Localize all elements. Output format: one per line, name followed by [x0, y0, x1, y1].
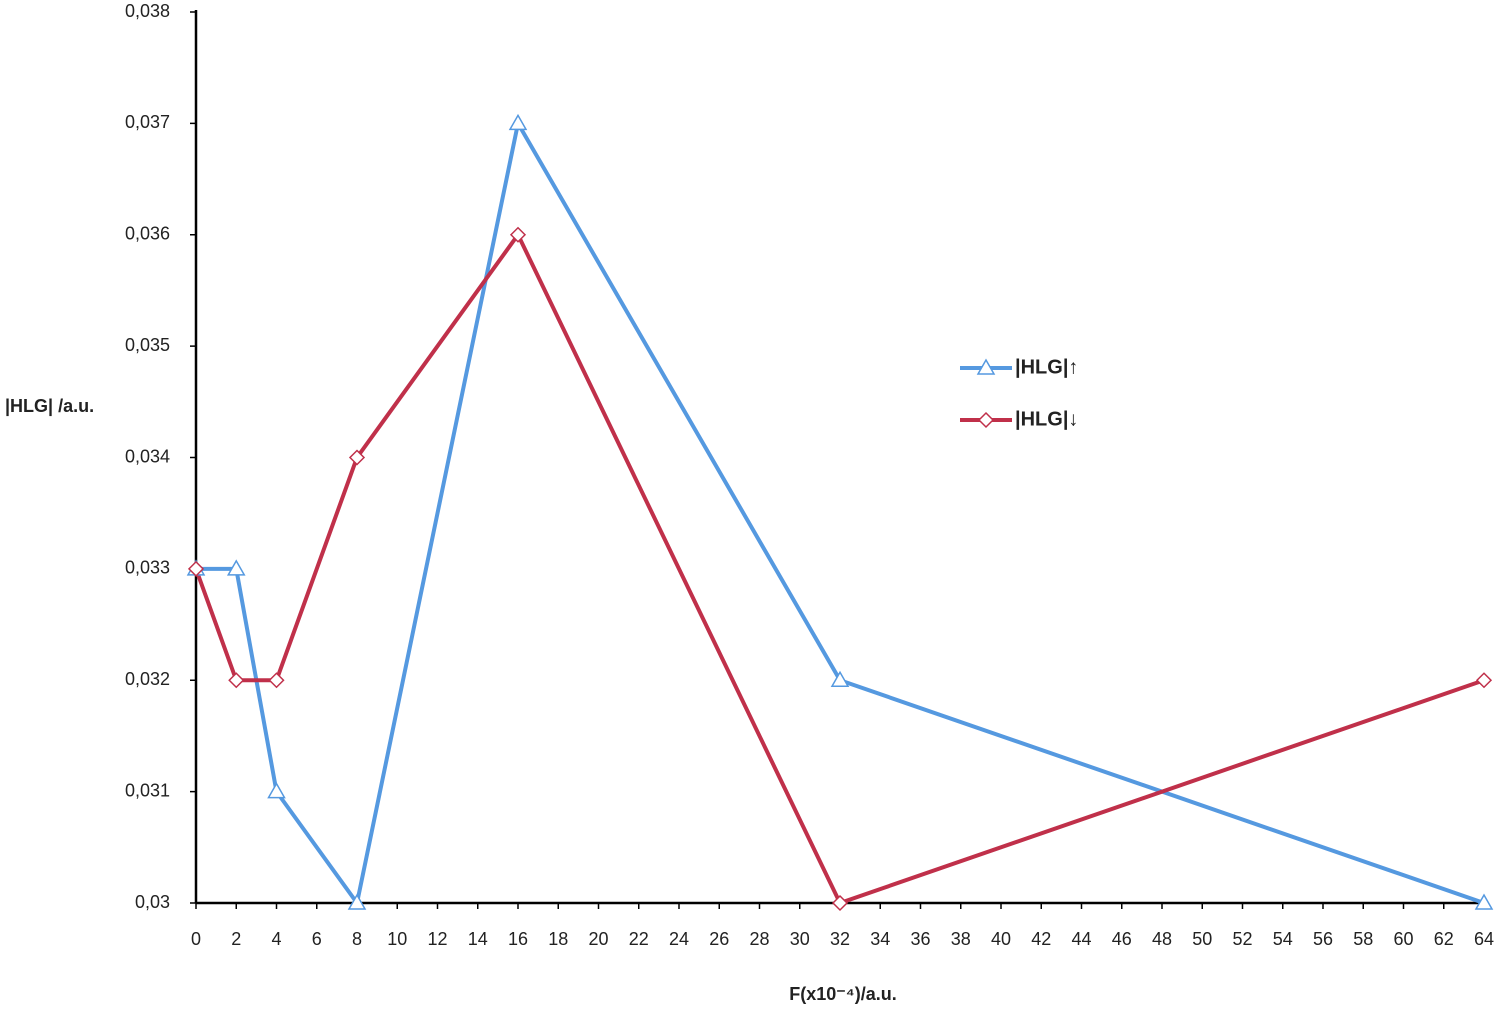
marker [187, 560, 205, 577]
x-tick-label: 6 [312, 929, 322, 949]
marker [347, 893, 367, 910]
x-tick-label: 36 [910, 929, 930, 949]
marker [830, 670, 850, 687]
y-tick-label: 0,036 [125, 224, 170, 244]
x-axis-label: F(x10⁻⁴)/a.u. [789, 984, 896, 1004]
marker [977, 411, 995, 429]
x-tick-label: 42 [1031, 929, 1051, 949]
x-tick-label: 18 [548, 929, 568, 949]
x-tick-label: 58 [1353, 929, 1373, 949]
x-tick-label: 20 [588, 929, 608, 949]
y-tick-label: 0,035 [125, 335, 170, 355]
x-tick-label: 14 [468, 929, 488, 949]
marker [226, 559, 246, 576]
x-tick-label: 22 [629, 929, 649, 949]
y-tick-label: 0,033 [125, 558, 170, 578]
y-axis-label: |HLG| /a.u. [5, 396, 94, 416]
marker [268, 672, 285, 689]
x-tick-label: 48 [1152, 929, 1172, 949]
x-tick-label: 38 [951, 929, 971, 949]
x-tick-label: 8 [352, 929, 362, 949]
marker [348, 449, 366, 466]
x-tick-label: 4 [271, 929, 281, 949]
x-tick-label: 28 [749, 929, 769, 949]
x-tick-label: 62 [1434, 929, 1454, 949]
y-tick-label: 0,03 [135, 892, 170, 912]
series-line [196, 121, 1485, 905]
marker [267, 782, 286, 799]
x-tick-label: 64 [1474, 929, 1494, 949]
marker [1474, 893, 1494, 910]
x-tick-label: 0 [191, 929, 201, 949]
legend-label: |HLG|↑ [1015, 356, 1078, 378]
x-tick-label: 32 [830, 929, 850, 949]
x-tick-label: 60 [1393, 929, 1413, 949]
marker [1475, 672, 1493, 689]
y-tick-label: 0,032 [125, 669, 170, 689]
x-tick-label: 52 [1232, 929, 1252, 949]
x-tick-label: 46 [1112, 929, 1132, 949]
marker [976, 358, 996, 375]
x-tick-label: 30 [790, 929, 810, 949]
x-tick-label: 26 [709, 929, 729, 949]
y-tick-label: 0,038 [125, 1, 170, 21]
marker [228, 672, 245, 689]
x-tick-label: 2 [231, 929, 241, 949]
y-tick-label: 0,037 [125, 112, 170, 132]
x-tick-label: 24 [669, 929, 689, 949]
x-tick-label: 12 [427, 929, 447, 949]
x-tick-label: 16 [508, 929, 528, 949]
legend-label: |HLG|↓ [1015, 408, 1078, 430]
series-line [194, 232, 1485, 905]
x-tick-label: 44 [1071, 929, 1091, 949]
y-tick-label: 0,031 [125, 780, 170, 800]
marker [831, 894, 849, 912]
x-tick-label: 34 [870, 929, 890, 949]
y-tick-label: 0,034 [125, 446, 170, 466]
marker [509, 226, 527, 243]
marker [508, 113, 528, 131]
x-tick-label: 54 [1273, 929, 1293, 949]
x-tick-label: 56 [1313, 929, 1333, 949]
x-tick-label: 10 [387, 929, 407, 949]
x-tick-label: 40 [991, 929, 1011, 949]
x-tick-label: 50 [1192, 929, 1212, 949]
